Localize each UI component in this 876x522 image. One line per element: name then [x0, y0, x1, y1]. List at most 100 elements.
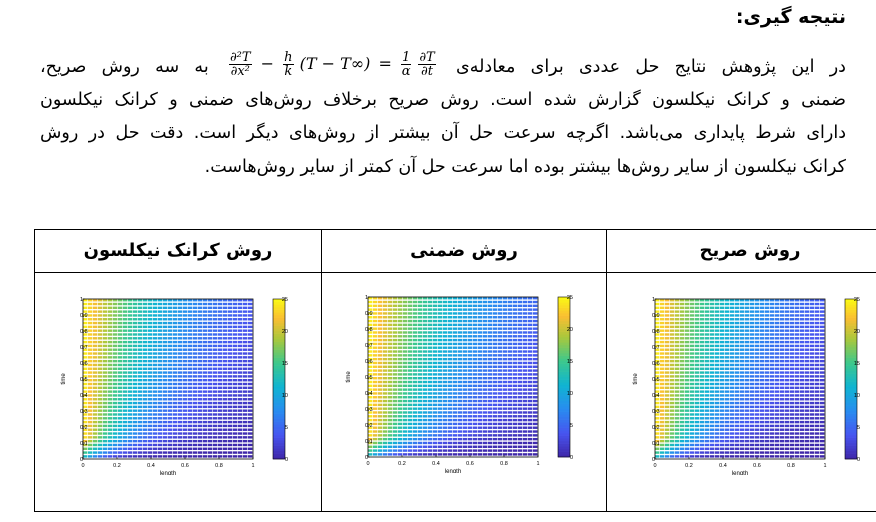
heatmap-cell: [473, 377, 478, 380]
heatmap-cell: [393, 300, 398, 304]
heatmap-cell: [680, 401, 685, 405]
heatmap-cell: [785, 371, 790, 374]
colorbar-tick-label: 10: [567, 391, 573, 397]
paragraph-line-1: در این پژوهش نتایج حل عددی برای معادله‌ی…: [40, 50, 846, 84]
heatmap-cell: [488, 415, 493, 418]
heatmap-cell: [710, 428, 715, 431]
heatmap-cell: [815, 352, 820, 355]
heatmap-cell: [403, 396, 408, 399]
heatmap-cell: [695, 359, 700, 363]
heatmap-cell: [675, 447, 680, 450]
heatmap-cell: [488, 361, 493, 365]
colorbar-segment: [558, 366, 570, 370]
heatmap-cell: [493, 399, 498, 403]
heatmap-cell: [418, 319, 423, 323]
heatmap-cell: [790, 394, 795, 397]
heatmap-cell: [203, 417, 208, 420]
heatmap-cell: [158, 379, 163, 382]
heatmap-cell: [448, 403, 453, 407]
heatmap-cell: [83, 302, 88, 306]
heatmap-cell: [443, 449, 448, 452]
heatmap-cell: [815, 447, 820, 450]
heatmap-cell: [243, 299, 248, 302]
heatmap-cell: [198, 314, 203, 317]
heatmap-cell: [398, 365, 403, 368]
heatmap-cell: [805, 306, 810, 310]
heatmap-cell: [695, 382, 700, 386]
heatmap-cell: [670, 367, 675, 370]
heatmap-cell: [820, 325, 825, 329]
heatmap-cell: [188, 325, 193, 329]
heatmap-cell: [243, 356, 248, 359]
heatmap-cell: [243, 455, 248, 458]
heatmap-cell: [188, 333, 193, 336]
heatmap-cell: [493, 331, 498, 334]
heatmap-cell: [765, 424, 770, 428]
heatmap-cell: [513, 426, 518, 429]
heatmap-cell: [178, 337, 183, 340]
heatmap-cell: [133, 340, 138, 344]
heatmap-cell: [443, 338, 448, 342]
heatmap-cell: [780, 329, 785, 332]
heatmap-cell: [228, 405, 233, 409]
heatmap-cell: [518, 411, 523, 414]
heatmap-cell: [173, 337, 178, 340]
heatmap-cell: [800, 348, 805, 351]
heatmap-cell: [533, 297, 538, 300]
heatmap-cell: [478, 316, 483, 319]
heatmap-cell: [213, 352, 218, 355]
heatmap-cell: [805, 386, 810, 390]
heatmap-cell: [188, 439, 193, 443]
heatmap-cell: [148, 363, 153, 367]
heatmap-cell: [775, 371, 780, 374]
heatmap-cell: [695, 356, 700, 359]
heatmap-cell: [488, 434, 493, 437]
colorbar-segment: [845, 387, 857, 390]
heatmap-cell: [780, 306, 785, 310]
heatmap-cell: [770, 447, 775, 450]
plot-cell-explicit: 0 0.1 0.2 0.3 0.4 0.5 0.6 0.7 0.8 0.9 1 0 0.2 0.4 0.6 0…: [606, 272, 876, 512]
heatmap-cell: [790, 340, 795, 344]
heatmap-cell: [655, 417, 660, 420]
heatmap-cell: [730, 352, 735, 355]
heatmap-cell: [243, 340, 248, 344]
heatmap-cell: [503, 426, 508, 429]
heatmap-cell: [685, 398, 690, 401]
heatmap-cell: [795, 424, 800, 428]
explicit-heatmap-chart: 00.10.20.30.40.50.60.70.80.910 0.2 0.4 0.6 0…: [633, 297, 860, 475]
heatmap-cell: [765, 409, 770, 412]
heatmap-cell: [483, 445, 488, 448]
heatmap-cell: [93, 367, 98, 370]
heatmap-cell: [373, 434, 378, 437]
heatmap-cell: [710, 394, 715, 397]
heatmap-cell: [448, 350, 453, 353]
heatmap-cell: [113, 318, 118, 321]
heatmap-cell: [218, 379, 223, 382]
heatmap-cell: [513, 335, 518, 338]
heatmap-cell: [655, 310, 660, 313]
heatmap-cell: [423, 430, 428, 433]
heatmap-cell: [88, 428, 93, 431]
heatmap-cell: [665, 398, 670, 401]
heatmap-cell: [113, 340, 118, 344]
heatmap-cell: [463, 369, 468, 372]
heatmap-cell: [498, 373, 503, 376]
heatmap-cell: [820, 352, 825, 355]
heatmap-cell: [388, 449, 393, 452]
heatmap-cell: [403, 346, 408, 349]
heatmap-cell: [173, 340, 178, 344]
heatmap-cell: [368, 377, 373, 380]
heatmap-cell: [128, 424, 133, 428]
heatmap-cell: [183, 329, 188, 332]
heatmap-cell: [700, 417, 705, 420]
heatmap-cell: [765, 299, 770, 302]
heatmap-cell: [153, 367, 158, 370]
heatmap-cell: [685, 333, 690, 336]
heatmap-cell: [108, 329, 113, 332]
heatmap-cell: [695, 394, 700, 397]
heatmap-cell: [770, 405, 775, 409]
heatmap-cell: [443, 411, 448, 414]
heatmap-cell: [705, 337, 710, 340]
y-tick-label: 0.4: [652, 393, 660, 399]
heatmap-cell: [710, 359, 715, 363]
